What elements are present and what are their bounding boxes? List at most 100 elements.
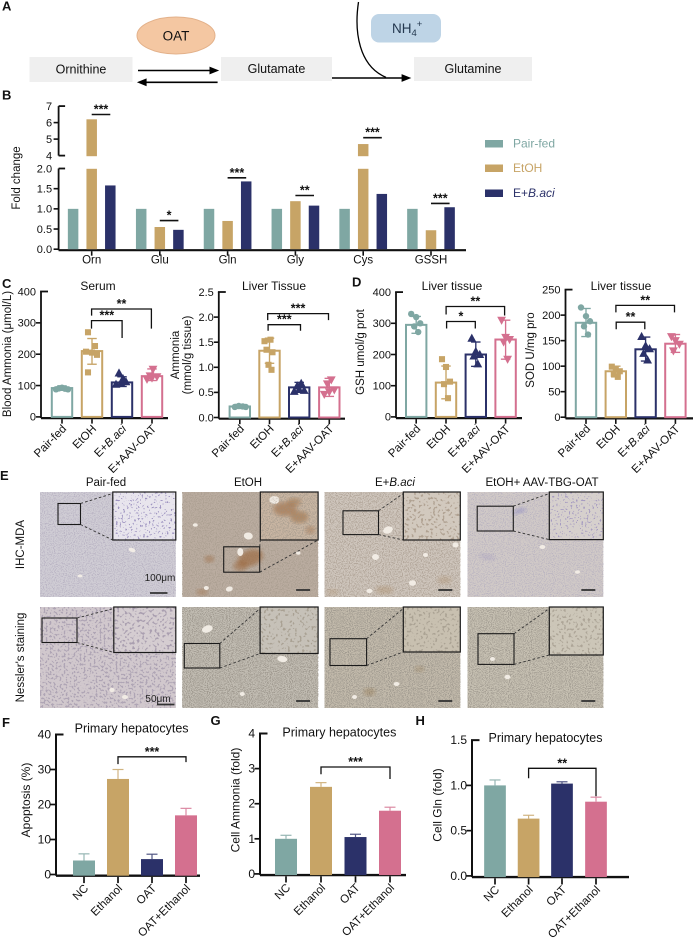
svg-text:100: 100 [373,381,391,393]
svg-text:**: ** [626,310,636,324]
svg-text:F: F [2,715,10,730]
svg-text:G: G [211,713,221,728]
svg-text:0.0: 0.0 [199,412,214,424]
svg-text:***: *** [94,103,109,117]
svg-text:50μm: 50μm [145,694,170,705]
svg-text:E+B.aci: E+B.aci [375,477,415,489]
svg-text:200: 200 [542,310,560,322]
svg-text:100: 100 [542,361,560,373]
svg-text:Pair-fed: Pair-fed [513,137,555,151]
svg-text:200: 200 [18,349,36,361]
svg-text:Glu: Glu [151,255,169,267]
svg-text:7: 7 [46,101,52,113]
svg-text:5: 5 [46,134,52,146]
svg-text:1.5: 1.5 [37,183,52,195]
svg-text:*: * [459,310,464,324]
svg-text:Nessler's staining: Nessler's staining [15,613,27,703]
svg-text:3: 3 [248,762,255,776]
svg-text:Cell Ammonia (fold): Cell Ammonia (fold) [229,748,243,853]
svg-text:Apoptosis (%): Apoptosis (%) [19,763,33,838]
svg-text:**: ** [557,756,567,770]
svg-text:IHC-MDA: IHC-MDA [15,520,27,570]
svg-text:***: *** [291,302,306,316]
svg-text:6: 6 [46,117,52,129]
svg-text:200: 200 [373,349,391,361]
svg-text:Liver Tissue: Liver Tissue [242,279,306,293]
svg-text:Serum: Serum [80,279,115,293]
svg-text:Orn: Orn [82,255,101,267]
svg-text:20: 20 [38,798,52,812]
svg-text:1.0: 1.0 [37,204,52,216]
svg-text:Ammonia: Ammonia [170,330,182,379]
svg-text:B: B [2,88,11,103]
svg-text:Liver tissue: Liver tissue [591,279,652,293]
svg-text:Primary hepatocytes: Primary hepatocytes [282,726,396,740]
svg-text:0.5: 0.5 [199,387,214,399]
svg-text:2.0: 2.0 [37,163,52,175]
svg-text:**: ** [470,295,480,309]
svg-text:4: 4 [248,727,255,741]
svg-text:Glutamate: Glutamate [248,62,306,76]
svg-text:***: *** [230,166,245,180]
svg-text:150: 150 [542,335,560,347]
svg-text:0: 0 [44,868,51,882]
svg-text:Gln: Gln [219,255,237,267]
svg-text:E+B.aci: E+B.aci [513,186,555,200]
svg-text:(mmol/g tissue): (mmol/g tissue) [182,316,194,395]
svg-text:Primary hepatocytes: Primary hepatocytes [489,731,603,745]
svg-text:Ornithine: Ornithine [56,63,107,77]
svg-text:30: 30 [38,763,52,777]
svg-text:**: ** [300,184,310,198]
svg-text:E: E [0,468,9,483]
svg-text:H: H [416,713,425,728]
svg-text:2.0: 2.0 [199,312,214,324]
svg-text:EtOH: EtOH [234,477,262,489]
svg-text:Pair-fed: Pair-fed [86,477,126,489]
svg-text:4: 4 [46,150,52,162]
svg-text:D: D [352,275,361,290]
svg-text:100: 100 [18,380,36,392]
svg-text:1.0: 1.0 [199,362,214,374]
svg-text:100μm: 100μm [145,573,176,584]
svg-text:Liver tissue: Liver tissue [422,279,483,293]
svg-text:0: 0 [30,412,36,424]
svg-text:EtOH: EtOH [513,161,542,175]
svg-text:Fold change: Fold change [11,146,23,209]
svg-text:2: 2 [248,797,255,811]
svg-text:50: 50 [548,386,560,398]
svg-text:*: * [167,209,172,223]
svg-text:GSSH: GSSH [415,255,448,267]
svg-text:EtOH+ AAV-TBG-OAT: EtOH+ AAV-TBG-OAT [485,477,598,489]
svg-text:***: *** [277,313,292,327]
svg-text:Primary hepatocytes: Primary hepatocytes [75,722,189,736]
svg-text:1.5: 1.5 [199,337,214,349]
svg-text:***: *** [145,745,160,759]
svg-text:40: 40 [38,728,52,742]
svg-text:2.5: 2.5 [199,287,214,299]
svg-text:300: 300 [18,318,36,330]
svg-text:400: 400 [18,286,36,298]
svg-text:***: *** [348,755,363,769]
svg-text:0.0: 0.0 [37,244,52,256]
svg-text:OAT: OAT [163,29,190,44]
svg-text:SOD U/mg pro: SOD U/mg pro [525,312,537,387]
svg-text:10: 10 [38,833,52,847]
svg-text:GSH umol/g prot: GSH umol/g prot [355,308,367,394]
svg-text:***: *** [100,309,115,323]
svg-text:***: *** [433,191,448,205]
svg-text:Gly: Gly [287,255,305,267]
svg-text:***: *** [365,126,380,140]
svg-text:0.5: 0.5 [450,824,467,838]
svg-text:1.0: 1.0 [450,778,467,792]
svg-text:0.5: 0.5 [37,224,52,236]
svg-text:300: 300 [373,318,391,330]
svg-text:400: 400 [373,287,391,299]
svg-text:**: ** [640,293,650,307]
svg-text:Cys: Cys [353,255,373,267]
svg-text:Cell Gln (fold): Cell Gln (fold) [431,768,445,841]
svg-text:0: 0 [248,867,255,881]
svg-text:**: ** [117,297,127,311]
svg-text:A: A [2,0,12,14]
svg-text:0: 0 [385,412,391,424]
svg-text:C: C [2,276,12,291]
